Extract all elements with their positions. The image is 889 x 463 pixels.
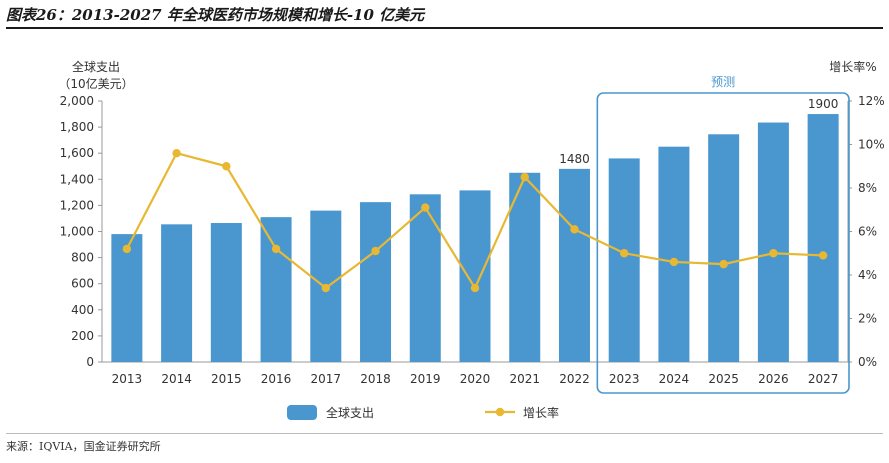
y-right-tick-label: 6% — [858, 225, 877, 239]
title-rule — [6, 27, 883, 29]
growth-point-2023 — [620, 249, 629, 258]
x-tick-label: 2014 — [161, 372, 192, 386]
y-left-tick-label: 2,000 — [60, 94, 94, 108]
growth-point-2022 — [570, 225, 579, 234]
bar-2018 — [360, 202, 392, 362]
data-label-2022: 1480 — [559, 152, 590, 166]
x-tick-label: 2026 — [758, 372, 789, 386]
growth-point-2021 — [520, 172, 529, 182]
x-tick-label: 2020 — [460, 372, 491, 386]
y-left-tick-label: 200 — [71, 329, 94, 343]
y-left-axis-title: 全球支出 — [72, 59, 120, 74]
growth-point-2016 — [271, 244, 281, 254]
legend-label-line: 增长率 — [523, 405, 559, 420]
y-left-tick-label: 800 — [71, 251, 94, 265]
growth-point-2014 — [172, 149, 181, 158]
figure-title: 图表26：2013-2027 年全球医药市场规模和增长-10 亿美元 — [6, 6, 425, 24]
x-tick-label: 2021 — [509, 372, 540, 386]
x-tick-label: 2015 — [211, 372, 242, 386]
growth-point-2025 — [719, 259, 728, 269]
bar-2025 — [708, 134, 740, 362]
bar-2021 — [509, 172, 541, 362]
y-right-tick-label: 8% — [858, 181, 877, 195]
y-right-tick-label: 0% — [858, 355, 877, 369]
growth-point-2024 — [669, 257, 679, 267]
y-left-tick-label: 1,200 — [60, 198, 94, 212]
growth-point-2026 — [769, 249, 778, 258]
bar-2026 — [757, 122, 789, 362]
y-right-tick-label: 10% — [858, 138, 885, 152]
bar-2013 — [111, 234, 143, 362]
growth-point-2015 — [222, 162, 231, 171]
y-left-tick-label: 1,600 — [60, 146, 94, 160]
y-left-tick-label: 1,800 — [60, 120, 94, 134]
x-tick-label: 2016 — [261, 372, 292, 386]
growth-point-2013 — [122, 244, 132, 254]
y-left-tick-label: 1,000 — [60, 225, 94, 239]
bar-2027 — [807, 114, 839, 362]
y-right-tick-label: 2% — [858, 312, 877, 326]
legend-label-bar: 全球支出 — [326, 405, 374, 420]
bar-2024 — [658, 146, 690, 362]
x-tick-label: 2019 — [410, 372, 441, 386]
y-left-tick-label: 1,400 — [60, 172, 94, 186]
x-tick-label: 2024 — [659, 372, 690, 386]
y-right-tick-label: 4% — [858, 268, 877, 282]
bar-2014 — [161, 224, 193, 362]
y-right-axis-title: 增长率% — [829, 59, 876, 74]
bar-2020 — [459, 190, 491, 362]
y-left-tick-label: 400 — [71, 303, 94, 317]
growth-point-2019 — [421, 203, 430, 212]
legend-swatch-marker — [495, 407, 505, 417]
x-tick-label: 2023 — [609, 372, 640, 386]
bar-2019 — [409, 194, 441, 362]
x-tick-label: 2013 — [112, 372, 143, 386]
growth-point-2018 — [371, 246, 380, 256]
y-left-axis-title: （10亿美元） — [58, 76, 133, 91]
bar-2016 — [260, 217, 292, 362]
bar-2023 — [608, 158, 640, 362]
x-tick-label: 2017 — [311, 372, 342, 386]
x-tick-label: 2027 — [808, 372, 839, 386]
source-note: 来源：IQVIA，国金证券研究所 — [6, 440, 161, 453]
footer-rule — [6, 433, 883, 434]
bar-2015 — [210, 223, 242, 362]
x-tick-label: 2022 — [559, 372, 590, 386]
growth-point-2020 — [470, 283, 480, 293]
data-label-2027: 1900 — [808, 97, 839, 111]
x-tick-label: 2018 — [360, 372, 391, 386]
growth-point-2027 — [818, 251, 828, 260]
y-right-tick-label: 12% — [858, 94, 885, 108]
x-tick-label: 2025 — [708, 372, 739, 386]
legend-swatch-bar — [287, 405, 317, 420]
y-left-tick-label: 0 — [86, 355, 94, 369]
y-left-tick-label: 600 — [71, 277, 94, 291]
bar-2022 — [558, 168, 590, 362]
forecast-label: 预测 — [711, 75, 735, 89]
growth-point-2017 — [321, 283, 330, 293]
forecast-box — [596, 92, 850, 394]
